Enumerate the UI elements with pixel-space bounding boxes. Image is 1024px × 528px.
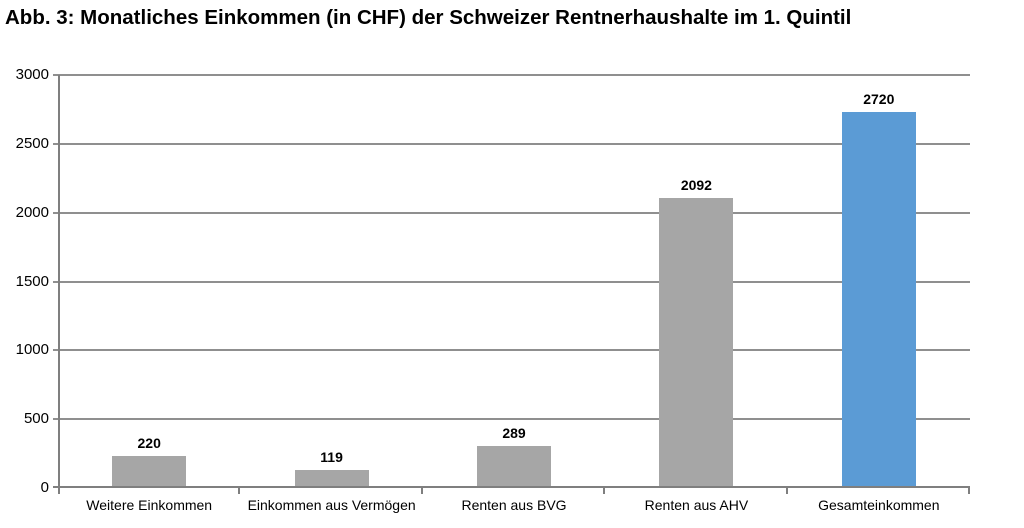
y-tick-label: 3000 <box>15 66 49 83</box>
y-tick-label: 1000 <box>15 341 49 359</box>
x-category-label: Renten aus AHV <box>644 497 749 513</box>
bar <box>477 446 551 486</box>
chart-title: Abb. 3: Monatliches Einkommen (in CHF) d… <box>5 6 852 29</box>
gridline <box>53 418 970 421</box>
x-axis-line <box>53 486 970 488</box>
y-tick-label: 0 <box>40 479 49 496</box>
bar <box>294 469 369 486</box>
x-category-label: Weitere Einkommen <box>86 497 213 513</box>
bar-value-label: 2720 <box>863 90 895 107</box>
bar-value-label: 119 <box>320 448 343 465</box>
bar <box>841 111 916 486</box>
x-axis-labels: Weitere Einkommen Einkommen aus Vermögen R… <box>58 497 970 513</box>
gridline <box>53 280 970 283</box>
x-axis-tick <box>420 488 423 494</box>
y-axis-line <box>58 75 60 494</box>
bar-value-label: 220 <box>137 434 161 451</box>
bar-value-label: 2092 <box>680 177 712 194</box>
x-axis-tick <box>603 488 606 494</box>
x-axis-tick <box>238 488 241 494</box>
y-tick-label: 2000 <box>15 203 49 221</box>
gridline <box>53 349 970 352</box>
gridline <box>53 74 970 76</box>
x-category-label: Einkommen aus Vermögen <box>247 497 416 513</box>
x-axis-tick <box>968 488 970 494</box>
bar <box>659 198 734 486</box>
x-category-label: Gesamteinkommen <box>818 497 940 513</box>
plot-area: 0 500 1000 1500 2000 2500 3000 220 119 289 2092 272… <box>16 66 970 496</box>
x-axis-tick <box>785 488 788 494</box>
y-tick-label: 1500 <box>15 272 49 290</box>
gridline <box>53 142 970 145</box>
bar-value-label: 289 <box>502 425 526 442</box>
x-category-label: Renten aus BVG <box>461 497 567 513</box>
y-tick-label: 2500 <box>15 134 49 152</box>
bar <box>112 455 187 486</box>
gridline <box>53 211 970 214</box>
y-tick-label: 500 <box>23 410 49 428</box>
